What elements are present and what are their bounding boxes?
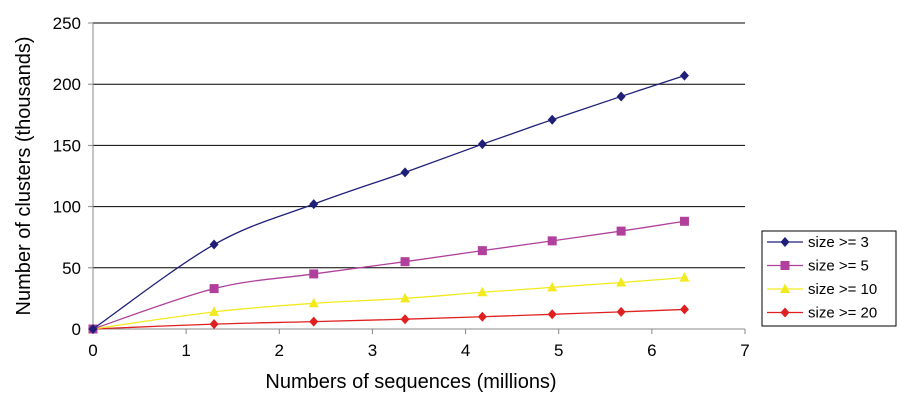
series-3-point-4 bbox=[477, 286, 488, 297]
series-3-point-1 bbox=[209, 306, 220, 316]
x-tick-label-2: 2 bbox=[275, 341, 284, 360]
series-2-point-7 bbox=[679, 216, 689, 226]
legend-label-3: size >= 10 bbox=[808, 281, 877, 298]
legend-label-2: size >= 5 bbox=[808, 258, 869, 275]
legend-marker-1 bbox=[780, 237, 790, 247]
series-2-point-6 bbox=[616, 226, 626, 236]
series-3-line bbox=[92, 276, 685, 330]
legend-label-4: size >= 20 bbox=[808, 305, 877, 322]
x-tick-label-4: 4 bbox=[461, 341, 470, 360]
x-tick-label-5: 5 bbox=[554, 341, 563, 360]
series-4-line bbox=[92, 308, 685, 330]
y-tick-label-250: 250 bbox=[53, 14, 81, 33]
series-1 bbox=[88, 70, 689, 334]
series-2-point-1 bbox=[209, 284, 219, 294]
series-3-point-6 bbox=[616, 276, 627, 287]
gridlines bbox=[93, 22, 745, 269]
series-2-point-5 bbox=[547, 236, 557, 246]
series-1-point-5 bbox=[547, 114, 557, 125]
series-1-point-3 bbox=[400, 167, 410, 178]
legend-marker-3 bbox=[780, 283, 790, 293]
series-1-line bbox=[92, 75, 685, 330]
x-tick-label-1: 1 bbox=[181, 341, 190, 360]
x-tick-labels: 0 1 2 3 4 5 6 7 bbox=[88, 341, 749, 360]
series-4-point-4 bbox=[477, 311, 487, 322]
series-1-point-0 bbox=[88, 324, 98, 334]
series-1-point-6 bbox=[616, 91, 626, 102]
legend-label-1: size >= 3 bbox=[808, 234, 869, 251]
x-tick-label-0: 0 bbox=[88, 341, 97, 360]
series-4-point-6 bbox=[616, 306, 626, 317]
series-2-point-3 bbox=[400, 257, 410, 267]
series-1-point-1 bbox=[209, 239, 219, 250]
series-3-point-3 bbox=[400, 292, 411, 303]
x-axis-title: Numbers of sequences (millions) bbox=[265, 371, 556, 393]
series-2-point-2 bbox=[309, 269, 319, 279]
series-3-point-2 bbox=[308, 297, 319, 308]
series-4-point-1 bbox=[209, 319, 219, 330]
series-3-point-7 bbox=[679, 272, 690, 282]
series-4-point-7 bbox=[679, 304, 689, 315]
y-tick-label-0: 0 bbox=[72, 320, 81, 339]
y-tick-label-150: 150 bbox=[53, 136, 81, 155]
y-axis-title: Number of clusters (thousands) bbox=[13, 36, 35, 315]
y-tick-label-200: 200 bbox=[53, 75, 81, 94]
x-tick-label-3: 3 bbox=[368, 341, 377, 360]
series-3-point-5 bbox=[547, 281, 558, 292]
legend-marker-2 bbox=[780, 261, 790, 270]
series-group bbox=[88, 70, 690, 334]
axes bbox=[88, 22, 746, 334]
series-4-point-5 bbox=[547, 309, 557, 320]
y-tick-label-100: 100 bbox=[53, 198, 81, 217]
legend: size >= 3 size >= 5 size >= 10 size >= 20 bbox=[761, 230, 897, 327]
x-tick-label-6: 6 bbox=[647, 341, 656, 360]
series-3 bbox=[88, 272, 690, 333]
series-1-point-2 bbox=[309, 199, 319, 210]
series-4 bbox=[88, 304, 689, 334]
series-2-point-4 bbox=[477, 246, 487, 256]
series-1-point-4 bbox=[477, 139, 487, 150]
series-4-point-3 bbox=[400, 314, 410, 325]
legend-marker-4 bbox=[780, 307, 790, 318]
y-tick-labels: 0 50 100 150 200 250 bbox=[53, 14, 81, 339]
series-4-point-2 bbox=[309, 316, 319, 327]
y-tick-label-50: 50 bbox=[62, 259, 81, 278]
x-tick-label-7: 7 bbox=[740, 341, 749, 360]
series-1-point-7 bbox=[679, 70, 689, 81]
